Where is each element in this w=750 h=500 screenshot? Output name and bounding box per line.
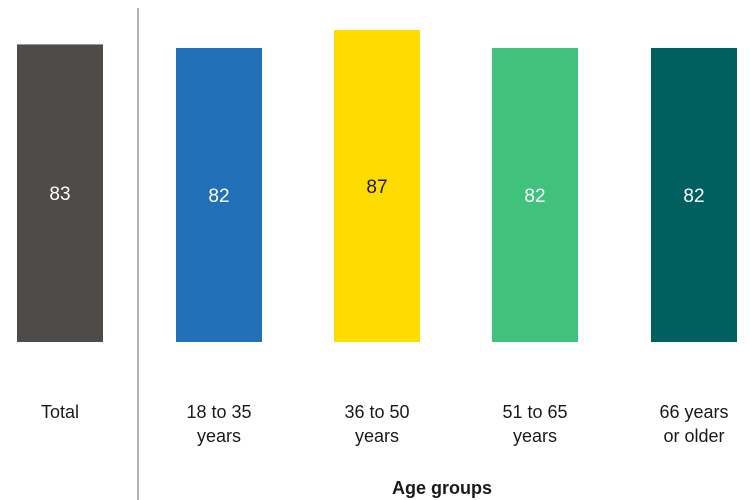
bar-2 (334, 30, 420, 342)
category-label-4-line-1: or older (663, 426, 724, 446)
category-label-3-line-0: 51 to 65 (502, 402, 567, 422)
bar-4 (651, 48, 737, 342)
category-label-4-line-0: 66 years (659, 402, 728, 422)
data-label-4: 82 (683, 186, 704, 207)
category-label-2-line-0: 36 to 50 (344, 402, 409, 422)
bar-1 (176, 48, 262, 342)
category-label-1-line-1: years (197, 426, 241, 446)
bar-3 (492, 48, 578, 342)
category-label-0-line-0: Total (41, 402, 79, 422)
data-label-3: 82 (524, 186, 545, 207)
bar-0 (17, 44, 103, 343)
category-label-2-line-1: years (355, 426, 399, 446)
data-label-2: 87 (366, 177, 387, 198)
data-label-0: 83 (49, 184, 70, 205)
bars-group (17, 30, 737, 343)
x-axis-label: Age groups (392, 478, 492, 498)
data-labels-group: 83 82 87 82 82 (49, 177, 704, 207)
category-label-1-line-0: 18 to 35 (186, 402, 251, 422)
category-labels-group: Total 18 to 35 years 36 to 50 years 51 to 65 y… (41, 402, 729, 446)
category-label-3-line-1: years (513, 426, 557, 446)
data-label-1: 82 (208, 186, 229, 207)
